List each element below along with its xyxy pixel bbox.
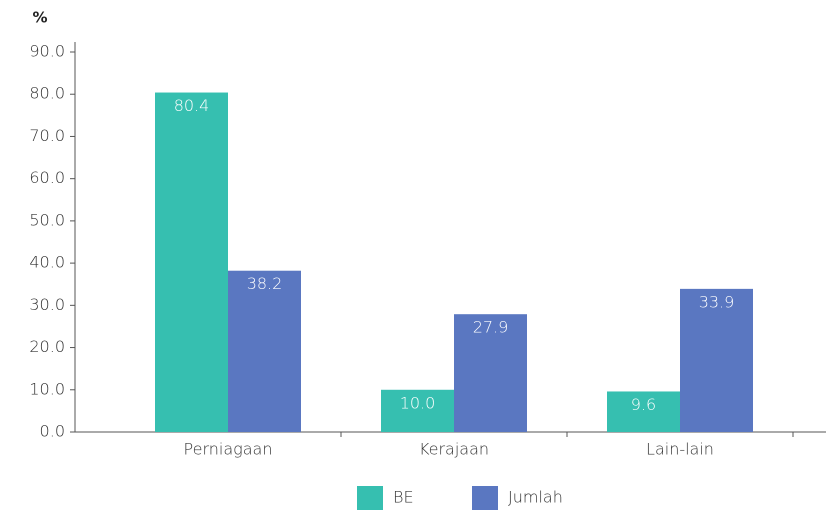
legend-label: BE	[393, 488, 414, 507]
y-tick-label: 90.0	[29, 42, 65, 61]
legend-swatch	[472, 486, 498, 510]
y-tick-label: 50.0	[29, 210, 65, 229]
bar	[607, 391, 680, 432]
data-label: 9.6	[631, 395, 656, 414]
y-tick-label: 10.0	[29, 379, 65, 398]
data-label: 10.0	[400, 393, 436, 412]
bar	[381, 389, 454, 432]
bar	[155, 92, 228, 433]
bar	[228, 270, 301, 432]
data-label: 38.2	[247, 274, 283, 293]
y-axis-label: %	[32, 9, 47, 27]
y-tick-label: 0.0	[40, 422, 65, 441]
legend-label: Jumlah	[508, 488, 563, 507]
x-tick-label: Kerajaan	[419, 440, 489, 459]
data-label: 80.4	[174, 96, 210, 115]
legend-swatch	[357, 486, 383, 510]
bar	[454, 314, 527, 432]
bar	[680, 288, 753, 432]
y-tick-label: 40.0	[29, 253, 65, 272]
data-label: 27.9	[473, 318, 509, 337]
y-tick-label: 60.0	[29, 168, 65, 187]
data-label: 33.9	[699, 292, 735, 311]
y-tick-label: 20.0	[29, 337, 65, 356]
y-tick-label: 30.0	[29, 295, 65, 314]
x-tick-label: Perniagaan	[184, 440, 273, 459]
y-tick-label: 80.0	[29, 84, 65, 103]
x-tick-label: Lain-lain	[646, 440, 714, 459]
y-tick-label: 70.0	[29, 126, 65, 145]
